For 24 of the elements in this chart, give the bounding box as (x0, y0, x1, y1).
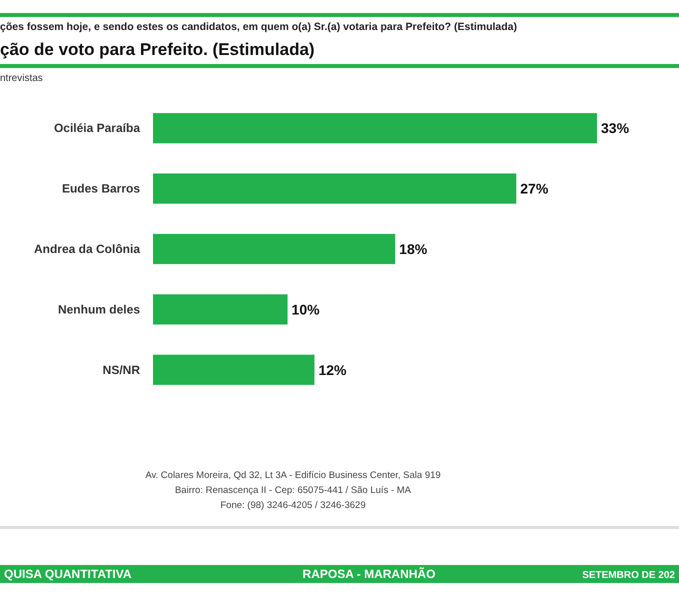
data-label: 27% (520, 180, 549, 197)
y-tick-label: Eudes Barros (62, 182, 140, 196)
y-tick-label: NS/NR (102, 362, 140, 377)
bar (153, 234, 396, 264)
bar (153, 113, 597, 144)
data-label: 12% (318, 362, 348, 378)
chart-title: ção de voto para Prefeito. (Estimulada) (0, 40, 315, 59)
text: Av. Colares Moreira, Qd 32, Lt 3A - Edifício Business Center, Sala 919 (145, 470, 441, 481)
y-tick-label: Ociléia Paraíba (54, 121, 140, 136)
text: ntrevistas (0, 73, 43, 84)
bar (153, 354, 314, 385)
y-tick-label: Nenhum deles (58, 302, 140, 316)
data-label: 33% (601, 120, 630, 136)
data-label: 10% (292, 301, 320, 318)
text: SETEMBRO DE 202 (582, 570, 676, 581)
text: Fone: (98) 3246-4205 / 3246-3629 (220, 500, 366, 511)
y-tick-label: Andrea da Colônia (34, 242, 140, 256)
chart-subtitle: ções fossem hoje, e sendo estes os candidatos, em quem o(a) Sr.(a) votaria para Prefeito? (Estimulada) (0, 21, 517, 33)
text: QUISA QUANTITATIVA (4, 567, 132, 581)
text: RAPOSA - MARANHÃO (302, 567, 436, 581)
bar (153, 174, 516, 204)
bar (153, 294, 288, 324)
text: Bairro: Renascença II - Cep: 65075-441 / São Luís - MA (174, 485, 412, 496)
data-label: 18% (399, 241, 428, 257)
